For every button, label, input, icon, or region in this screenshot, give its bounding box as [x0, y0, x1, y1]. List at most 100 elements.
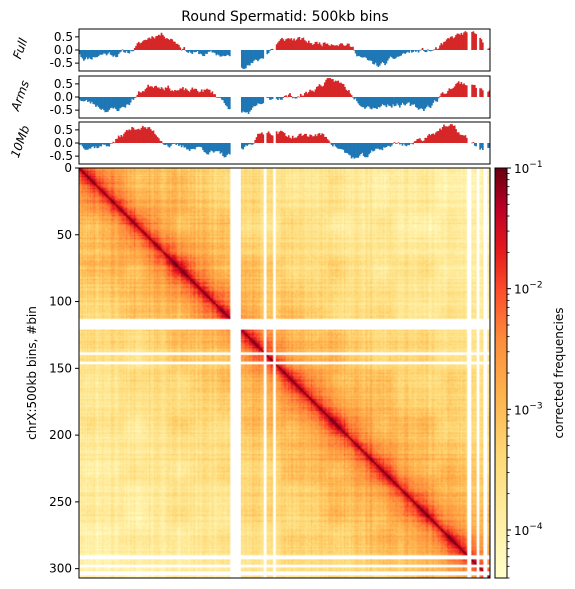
eigen-bar [124, 97, 127, 108]
heatmap-ytick-label: 300 [49, 562, 72, 576]
eigen-bar [315, 41, 318, 50]
eigen-bar [228, 143, 231, 155]
eigen-bar [287, 38, 290, 50]
eigen-bar [153, 38, 156, 50]
eigen-bar [251, 97, 254, 108]
heatmap-panel: 0 50 100 150 200 250 300 chrX:500kb bins, #bin [25, 161, 491, 579]
eigen-bar [250, 97, 253, 110]
eigen-bar [394, 50, 397, 59]
eigen-bar [164, 38, 167, 50]
eigen-bar [149, 129, 152, 143]
eigen-bar [421, 97, 424, 110]
eigen-bar [475, 34, 477, 50]
eigen-bar [455, 83, 457, 97]
eigen-bar [128, 97, 131, 106]
eigen-bar [223, 97, 226, 104]
eigen-bar [354, 50, 357, 54]
eigen-bar [109, 50, 112, 55]
eigen-bar [337, 80, 340, 97]
eigen-bar [151, 86, 153, 97]
eigen-bar [87, 50, 89, 60]
eigen-bar [452, 87, 455, 97]
eigen-bar [156, 136, 159, 143]
eigen-bar [207, 89, 210, 97]
eigen-bar [250, 143, 253, 145]
eigen-bar [305, 41, 307, 50]
eigen-bar [337, 143, 340, 149]
eigen-bar [334, 80, 337, 97]
eigen-bar [204, 50, 207, 54]
eigen-bar [345, 89, 348, 97]
eigen-bar [356, 143, 358, 158]
eigen-bar [80, 97, 83, 101]
eigen-bar [322, 85, 325, 97]
eigen-bar [208, 50, 211, 52]
eigen-bar [295, 97, 298, 99]
eigen-bar [242, 50, 245, 69]
eigen-bar [219, 50, 222, 57]
eigen-bar [396, 50, 398, 57]
eigen-bar [397, 97, 400, 106]
eigen-bar [92, 97, 95, 104]
eigen-bar [277, 133, 279, 143]
eigen-bar [83, 143, 85, 149]
eigen-bar [290, 96, 293, 97]
eigen-bar [282, 97, 285, 98]
eigen-bar [137, 91, 140, 97]
eigen-bar [350, 143, 353, 159]
eigen-bar [186, 89, 188, 97]
eigen-bar [262, 134, 265, 143]
eigen-bar [461, 135, 464, 143]
eigen-bar [139, 129, 141, 143]
eigen-bar [354, 97, 357, 99]
eigen-bar [135, 129, 137, 143]
eigen-bar [139, 92, 141, 97]
eigen-bar [131, 50, 133, 52]
eigen-bar [188, 91, 191, 97]
eigen-bar [107, 97, 109, 112]
eigen-bar [475, 87, 477, 97]
eigen-bar [381, 97, 384, 105]
eigenvector-panel-10mb: 0.50.0-0.5 10Mb [8, 121, 491, 165]
eigen-bar [303, 93, 306, 97]
colorbar-tick-label: 10−4 [514, 522, 543, 538]
eigen-bar [174, 142, 176, 144]
eigen-bar [345, 143, 348, 153]
eigen-bar [290, 38, 293, 50]
eigen-bar [456, 33, 459, 50]
eigen-bar [333, 45, 336, 50]
eigen-bar [377, 97, 380, 108]
eigen-bar [255, 97, 258, 106]
eigen-bar [129, 130, 132, 143]
eigen-bar [382, 143, 385, 148]
eigen-bar [211, 91, 214, 97]
eigen-bar [374, 50, 377, 63]
eigen-bar [374, 97, 377, 109]
eigen-bar [388, 50, 390, 59]
eigen-bar [245, 97, 247, 113]
eigen-bar [212, 143, 215, 153]
eigen-bar [92, 143, 95, 147]
eigen-bar [401, 97, 404, 103]
eigen-bar [432, 97, 435, 103]
eigen-bar [166, 87, 168, 97]
eigen-bar [415, 50, 417, 52]
eigen-bar [361, 143, 364, 153]
eigen-bar [397, 50, 400, 57]
eigen-bar [481, 143, 484, 151]
eigen-bar [428, 133, 431, 143]
eigen-bar [368, 50, 370, 61]
eigen-bar [96, 50, 99, 58]
eigen-bar [436, 97, 439, 102]
eigen-bar [311, 136, 314, 143]
eigen-bar [96, 97, 99, 106]
eigen-bar [369, 143, 372, 153]
eigen-bar [295, 39, 298, 50]
eigen-bar [80, 50, 83, 57]
eigen-bar [352, 46, 354, 50]
eigen-bar [254, 140, 257, 143]
eigen-bar [200, 143, 203, 148]
eigen-bar [325, 136, 328, 143]
eigen-bar [240, 143, 243, 149]
eigen-bar [370, 97, 373, 110]
